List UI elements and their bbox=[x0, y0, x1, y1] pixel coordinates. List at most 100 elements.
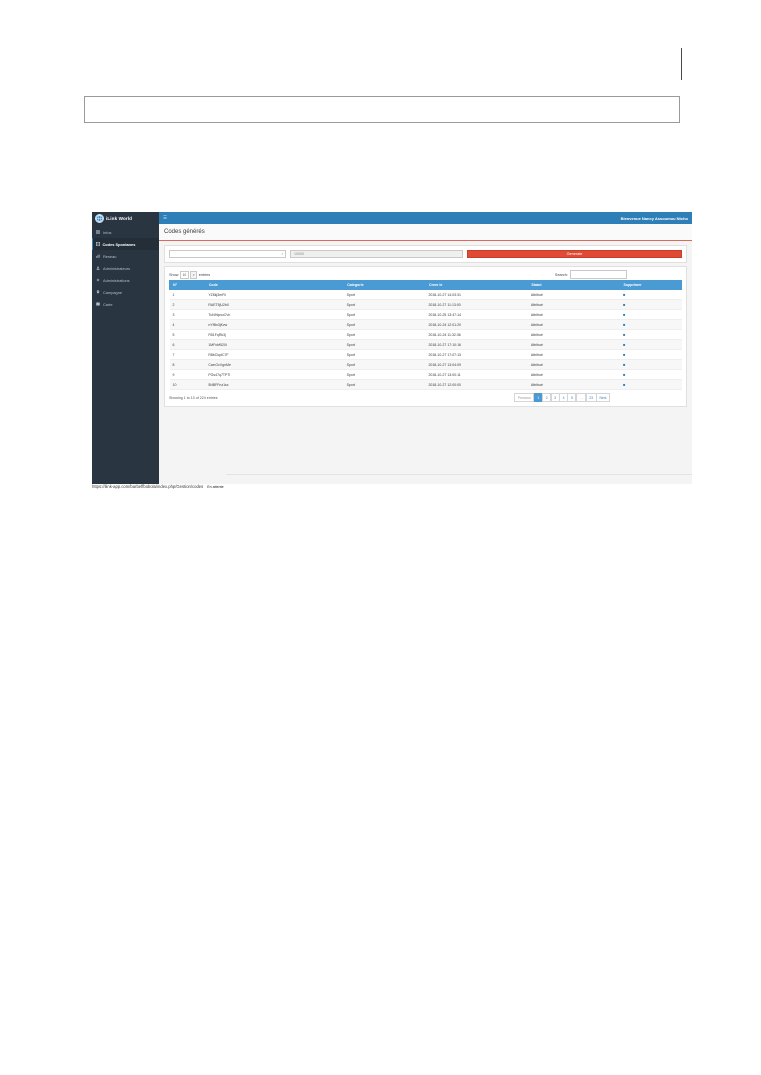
trash-icon[interactable]: ■ bbox=[623, 292, 626, 297]
col-code[interactable]: Code bbox=[204, 280, 345, 290]
page-previous[interactable]: Previous bbox=[514, 393, 535, 402]
cell-num: 8 bbox=[169, 359, 206, 370]
sidebar-item-codes-spontanes[interactable]: Codes Spontanes bbox=[92, 238, 159, 250]
cell-supprimer: ■ bbox=[620, 379, 682, 390]
cell-date: 2018-10-27 13:04:09 bbox=[425, 359, 528, 370]
table-body: 1 YZ8kj3erRi Sport 2018-10-27 14:03:31 A… bbox=[169, 289, 682, 390]
trash-icon[interactable]: ■ bbox=[623, 332, 626, 337]
cell-categorie: Sport bbox=[343, 289, 426, 300]
trash-icon[interactable]: ■ bbox=[623, 302, 626, 307]
cell-date: 2018-10-27 11:13:00 bbox=[425, 299, 528, 310]
col-categorie[interactable]: Categorie bbox=[343, 280, 426, 290]
generate-button[interactable]: Generate bbox=[467, 250, 682, 258]
sidebar-item-label: Reseau bbox=[103, 253, 117, 259]
search-input[interactable] bbox=[570, 270, 627, 279]
cell-supprimer: ■ bbox=[620, 319, 682, 330]
cell-code: 5NBFFnz1sc bbox=[205, 379, 344, 390]
cell-supprimer: ■ bbox=[620, 309, 682, 320]
cell-num: 6 bbox=[169, 339, 206, 350]
sidebar-item-administrateurs[interactable]: Administrateurs bbox=[92, 262, 159, 274]
chevron-updown-icon: ↕ bbox=[281, 252, 283, 256]
cell-code: nYfBn3jKvw bbox=[205, 319, 344, 330]
cell-num: 2 bbox=[169, 299, 206, 310]
page-last[interactable]: 23 bbox=[585, 393, 597, 402]
sidebar-item-infos[interactable]: Infos bbox=[92, 226, 159, 238]
cell-code: YZ8kj3erRi bbox=[205, 289, 344, 300]
cell-date: 2018-10-27 12:00:00 bbox=[425, 379, 528, 390]
trash-icon[interactable]: ■ bbox=[623, 382, 626, 387]
cell-statut: Attribué bbox=[527, 289, 621, 300]
trash-icon[interactable]: ■ bbox=[623, 312, 626, 317]
sidebar-item-campagne[interactable]: Campagne bbox=[92, 286, 159, 298]
page-length-selector[interactable]: Show 10 ▾ entries bbox=[169, 270, 210, 279]
cell-num: 4 bbox=[169, 319, 206, 330]
table-row[interactable]: 8 CwnGcVgnMe Sport 2018-10-27 13:04:09 A… bbox=[169, 359, 682, 370]
globe-icon bbox=[95, 213, 104, 223]
status-url: https://ilink-app.com/barbeffbobola/inde… bbox=[92, 484, 204, 489]
user-greeting[interactable]: Bienvenue Nancy Assoumou Ntcho bbox=[620, 215, 688, 221]
cell-categorie: Sport bbox=[343, 339, 426, 350]
table-row[interactable]: 6 1MFcbf52Xi Sport 2018-10-27 17:10:16 A… bbox=[169, 339, 682, 350]
cell-statut: Attribué bbox=[527, 339, 621, 350]
sidebar-item-reseau[interactable]: Reseau bbox=[92, 250, 159, 262]
codes-table: N° Code Categorie Creer le Statut Suppri… bbox=[169, 280, 683, 390]
trash-icon[interactable]: ■ bbox=[623, 372, 626, 377]
cell-date: 2018-10-25 13:47:14 bbox=[425, 309, 528, 320]
cell-num: 7 bbox=[169, 349, 206, 360]
search-label: Search: bbox=[554, 272, 568, 277]
col-statut[interactable]: Statut bbox=[527, 280, 621, 290]
cell-date: 2018-10-27 14:03:31 bbox=[425, 289, 528, 300]
top-navbar: iLink World ☰ Bienvenue Nancy Assoumou N… bbox=[92, 212, 692, 224]
cell-supprimer: ■ bbox=[620, 349, 682, 360]
cell-categorie: Sport bbox=[343, 359, 426, 370]
dashboard-icon bbox=[96, 230, 100, 234]
table-row[interactable]: 4 nYfBn3jKvw Sport 2018-10-24 12:01:20 A… bbox=[169, 319, 682, 330]
table-row[interactable]: 5 R51FqRk3j Sport 2018-10-24 11:32:36 At… bbox=[169, 329, 682, 340]
table-row[interactable]: 3 TuN9tpnuCVn Sport 2018-10-25 13:47:14 … bbox=[169, 309, 682, 320]
col-supprimer[interactable]: Supprimer bbox=[619, 280, 683, 290]
page-next[interactable]: Next bbox=[596, 393, 610, 402]
grid-icon bbox=[95, 242, 100, 246]
show-label: Show bbox=[169, 272, 179, 277]
chevron-down-icon[interactable]: ▾ bbox=[190, 270, 198, 279]
table-info: Showing 1 to 10 of 224 entries bbox=[169, 395, 218, 400]
table-row[interactable]: 9 PGs47q7TPTi Sport 2018-10-27 13:00:11 … bbox=[169, 369, 682, 380]
category-select[interactable]: ↕ bbox=[169, 250, 286, 258]
cell-num: 5 bbox=[169, 329, 206, 340]
trash-icon[interactable]: ■ bbox=[623, 322, 626, 327]
status-note: En attente bbox=[207, 484, 224, 489]
cell-categorie: Sport bbox=[343, 349, 426, 360]
cell-date: 2018-10-27 17:07:13 bbox=[425, 349, 528, 360]
table-row[interactable]: 10 5NBFFnz1sc Sport 2018-10-27 12:00:00 … bbox=[169, 379, 682, 390]
table-toolbar: Show 10 ▾ entries Search: bbox=[169, 270, 682, 279]
status-bar-backdrop bbox=[92, 481, 154, 484]
col-date[interactable]: Creer le bbox=[424, 280, 529, 290]
trash-icon[interactable]: ■ bbox=[623, 342, 626, 347]
table-row[interactable]: 2 RAET5jU2bX Sport 2018-10-27 11:13:00 A… bbox=[169, 299, 682, 310]
hamburger-icon[interactable]: ☰ bbox=[163, 215, 168, 220]
search-control: Search: bbox=[555, 270, 682, 279]
sidebar-item-carte[interactable]: Carte bbox=[92, 298, 159, 310]
quantity-input[interactable]: 10000 bbox=[290, 250, 463, 258]
pin-icon bbox=[96, 290, 100, 294]
cell-date: 2018-10-24 12:01:20 bbox=[425, 319, 528, 330]
cell-date: 2018-10-24 11:32:36 bbox=[425, 329, 528, 340]
pagination: Previous 1 2 3 4 5 … 23 Next bbox=[514, 393, 610, 402]
brand-block[interactable]: iLink World bbox=[92, 212, 159, 224]
table-row[interactable]: 7 R8bClqdC7F Sport 2018-10-27 17:07:13 A… bbox=[169, 349, 682, 360]
table-panel: Show 10 ▾ entries Search: N° Code bbox=[164, 266, 687, 407]
brand-name: iLink World bbox=[106, 215, 133, 221]
table-row[interactable]: 1 YZ8kj3erRi Sport 2018-10-27 14:03:31 A… bbox=[169, 289, 682, 300]
cell-code: CwnGcVgnMe bbox=[205, 359, 344, 370]
sidebar-item-administrations[interactable]: Administrations bbox=[92, 274, 159, 286]
col-num[interactable]: N° bbox=[169, 280, 206, 290]
trash-icon[interactable]: ■ bbox=[623, 352, 626, 357]
cell-supprimer: ■ bbox=[620, 339, 682, 350]
cell-code: PGs47q7TPTi bbox=[205, 369, 344, 380]
cell-categorie: Sport bbox=[343, 369, 426, 380]
trash-icon[interactable]: ■ bbox=[623, 362, 626, 367]
page-length-value[interactable]: 10 bbox=[180, 270, 189, 279]
cell-num: 3 bbox=[169, 309, 206, 320]
sidebar-item-label: Administrateurs bbox=[103, 265, 131, 271]
